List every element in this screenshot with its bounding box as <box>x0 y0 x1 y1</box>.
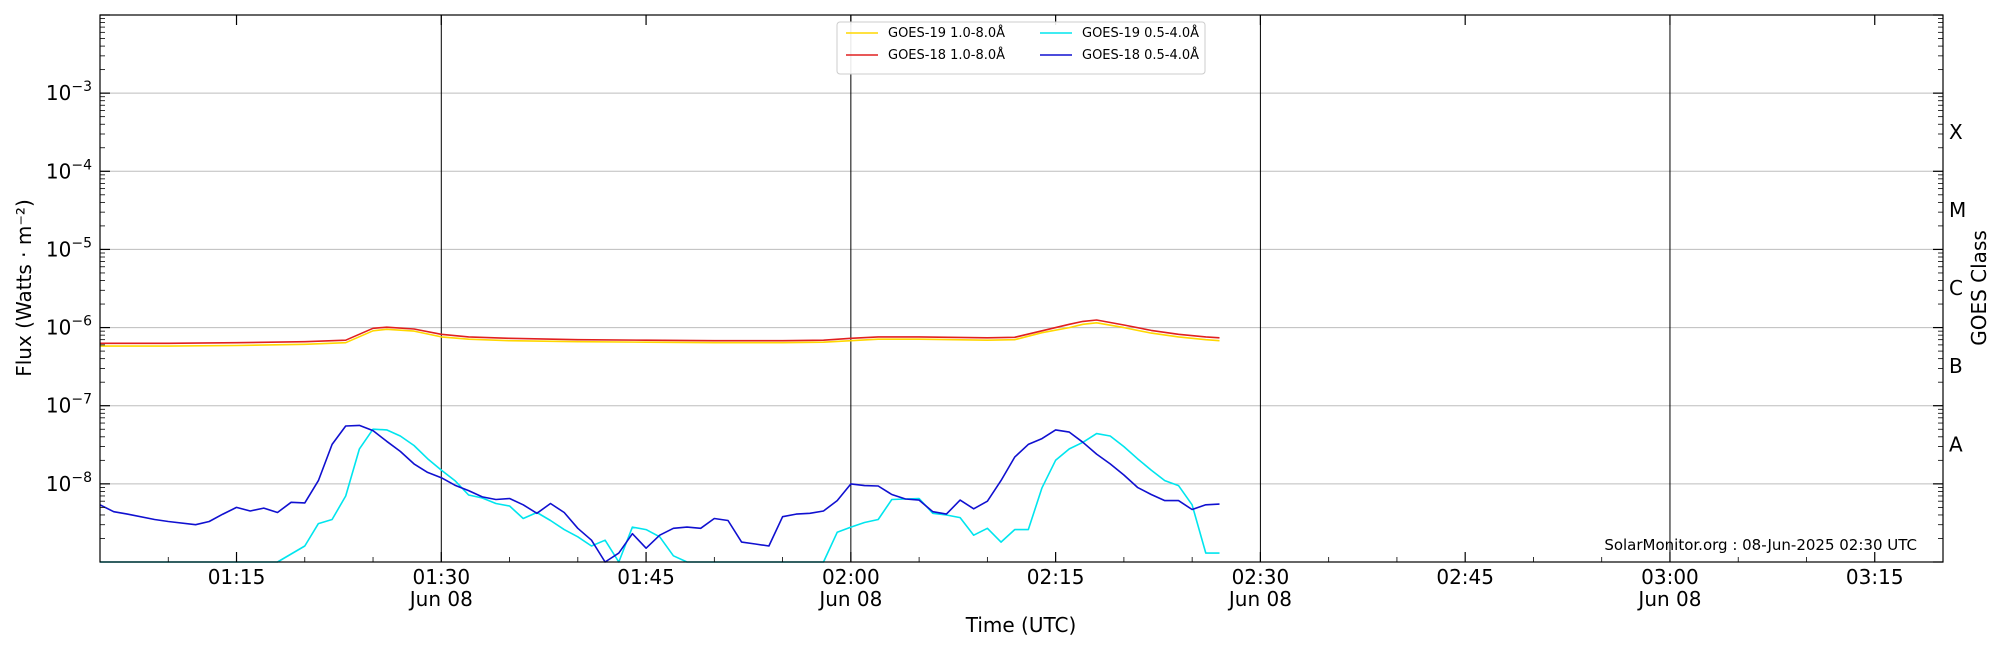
legend-item: GOES-19 0.5-4.0Å <box>1040 25 1199 41</box>
goes-class-label: M <box>1949 198 1966 222</box>
x-tick-label: 01:30 <box>412 565 470 589</box>
goes-class-label: A <box>1949 432 1963 456</box>
x-tick-date-label: Jun 08 <box>1636 587 1701 611</box>
legend-box <box>836 21 1206 75</box>
x-tick-date-label: Jun 08 <box>817 587 882 611</box>
x-tick-date-label: Jun 08 <box>408 587 473 611</box>
tick-layer <box>99 14 1944 563</box>
legend-item: GOES-18 0.5-4.0Å <box>1040 47 1199 63</box>
legend-label: GOES-19 0.5-4.0Å <box>1082 25 1199 41</box>
y-tick-label: 10−7 <box>46 392 92 418</box>
x-tick-label: 02:00 <box>822 565 880 589</box>
credit-annotation: SolarMonitor.org : 08-Jun-2025 02:30 UTC <box>1604 536 1917 554</box>
series-line <box>99 424 1220 563</box>
plot-frame <box>99 14 1944 563</box>
y2-axis-title: GOES Class <box>1967 230 1991 346</box>
y-tick-label: 10−8 <box>46 470 92 496</box>
x-tick-label: 03:00 <box>1641 565 1699 589</box>
goes-class-label: C <box>1949 276 1963 300</box>
y-tick-label: 10−6 <box>46 314 92 340</box>
x-tick-label: 01:45 <box>617 565 675 589</box>
x-tick-label: 01:15 <box>208 565 266 589</box>
y-tick-label: 10−5 <box>46 235 92 261</box>
legend-label: GOES-18 0.5-4.0Å <box>1082 47 1199 63</box>
legend-item: GOES-18 1.0-8.0Å <box>846 47 1005 63</box>
x-tick-label: 02:45 <box>1436 565 1494 589</box>
legend-item: GOES-19 1.0-8.0Å <box>846 25 1005 41</box>
goes-class-label: B <box>1949 354 1963 378</box>
x-tick-label: 03:15 <box>1846 565 1904 589</box>
legend: GOES-19 1.0-8.0Å GOES-19 0.5-4.0Å GOES-18 … <box>836 21 1206 75</box>
goes-class-label: X <box>1949 120 1963 144</box>
legend-label: GOES-19 1.0-8.0Å <box>888 25 1005 41</box>
y-tick-label: 10−4 <box>46 157 92 183</box>
series-line <box>100 321 1220 347</box>
x-tick-label: 02:30 <box>1232 565 1290 589</box>
y-axis-title: Flux (Watts · m⁻²) <box>12 199 36 377</box>
x-tick-label: 02:15 <box>1027 565 1085 589</box>
y-tick-label: 10−3 <box>46 79 92 105</box>
grid-layer <box>100 92 1943 485</box>
legend-label: GOES-18 1.0-8.0Å <box>888 47 1005 63</box>
x-axis-title: Time (UTC) <box>965 613 1077 637</box>
x-tick-date-label: Jun 08 <box>1227 587 1292 611</box>
series-line <box>100 319 1220 345</box>
